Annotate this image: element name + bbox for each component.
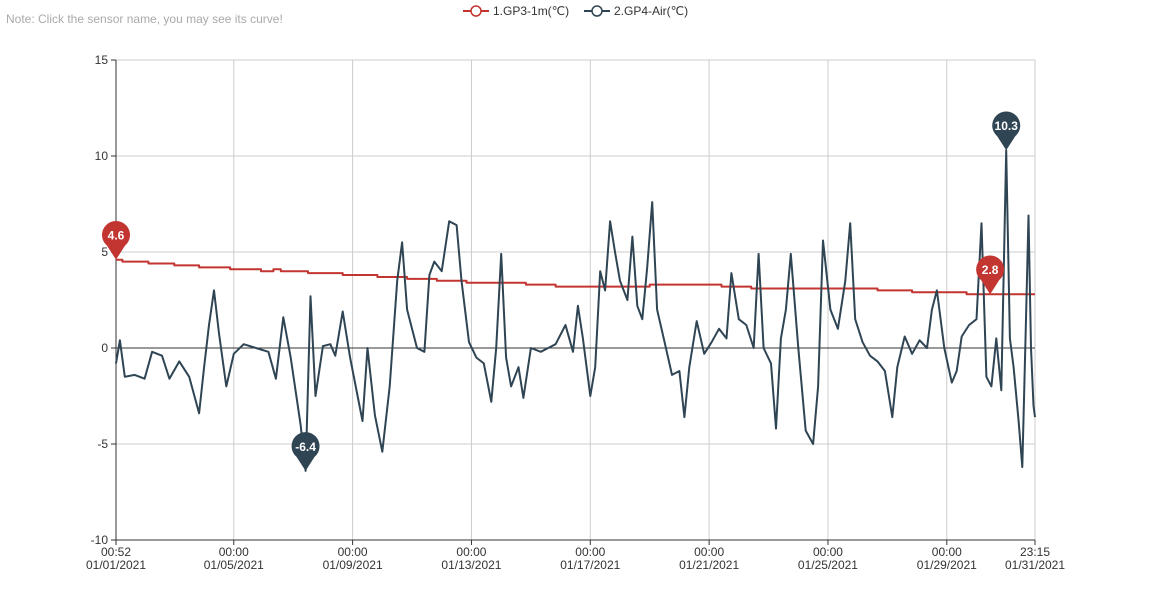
legend-label-gp3: 1.GP3-1m(℃) — [493, 4, 570, 18]
x-tick-label-time: 00:52 — [101, 545, 131, 559]
y-tick-label: 15 — [95, 53, 109, 67]
marker-pin: -6.4 — [291, 432, 320, 471]
x-tick-label-time: 23:15 — [1020, 545, 1050, 559]
x-tick-label-date: 01/13/2021 — [441, 558, 501, 572]
marker-pin: 10.3 — [992, 111, 1021, 151]
x-tick-label-time: 00:00 — [575, 545, 605, 559]
chart-note: Note: Click the sensor name, you may see… — [6, 12, 283, 26]
marker-pin-shape — [291, 432, 320, 471]
x-tick-label-time: 00:00 — [932, 545, 962, 559]
marker-pin-label: 4.6 — [108, 229, 125, 243]
x-tick-label-time: 00:00 — [694, 545, 724, 559]
legend: 1.GP3-1m(℃) 2.GP4-Air(℃) — [0, 2, 1150, 22]
marker-pin-shape — [102, 220, 131, 260]
legend-line-circle-icon — [584, 5, 610, 17]
x-tick-label-time: 00:00 — [456, 545, 486, 559]
marker-pin: 4.6 — [102, 220, 131, 260]
y-tick-label: 0 — [101, 341, 108, 355]
marker-pin-shape — [992, 111, 1021, 151]
x-tick-label-date: 01/05/2021 — [204, 558, 264, 572]
marker-pin: 2.8 — [976, 255, 1005, 295]
x-tick-label-date: 01/01/2021 — [86, 558, 146, 572]
x-tick-label-date: 01/31/2021 — [1005, 558, 1065, 572]
x-tick-label-date: 01/25/2021 — [798, 558, 858, 572]
series-line-1 — [116, 258, 1035, 296]
series-line-2 — [115, 149, 1036, 472]
x-tick-label-date: 01/29/2021 — [917, 558, 977, 572]
x-tick-label-date: 01/17/2021 — [560, 558, 620, 572]
marker-pin-label: 2.8 — [982, 263, 999, 277]
y-tick-label: -5 — [97, 437, 108, 451]
x-tick-label-time: 00:00 — [338, 545, 368, 559]
legend-label-gp4: 2.GP4-Air(℃) — [614, 4, 689, 18]
marker-pin-label: 10.3 — [995, 119, 1019, 133]
y-tick-label: -10 — [91, 533, 109, 547]
marker-pin-label: -6.4 — [295, 440, 316, 454]
y-tick-label: 10 — [95, 149, 109, 163]
legend-line-circle-icon — [463, 5, 489, 17]
x-tick-label-time: 00:00 — [813, 545, 843, 559]
marker-pin-shape — [976, 255, 1005, 295]
x-tick-label-date: 01/21/2021 — [679, 558, 739, 572]
y-tick-label: 5 — [101, 245, 108, 259]
x-tick-label-time: 00:00 — [219, 545, 249, 559]
x-tick-label-date: 01/09/2021 — [323, 558, 383, 572]
